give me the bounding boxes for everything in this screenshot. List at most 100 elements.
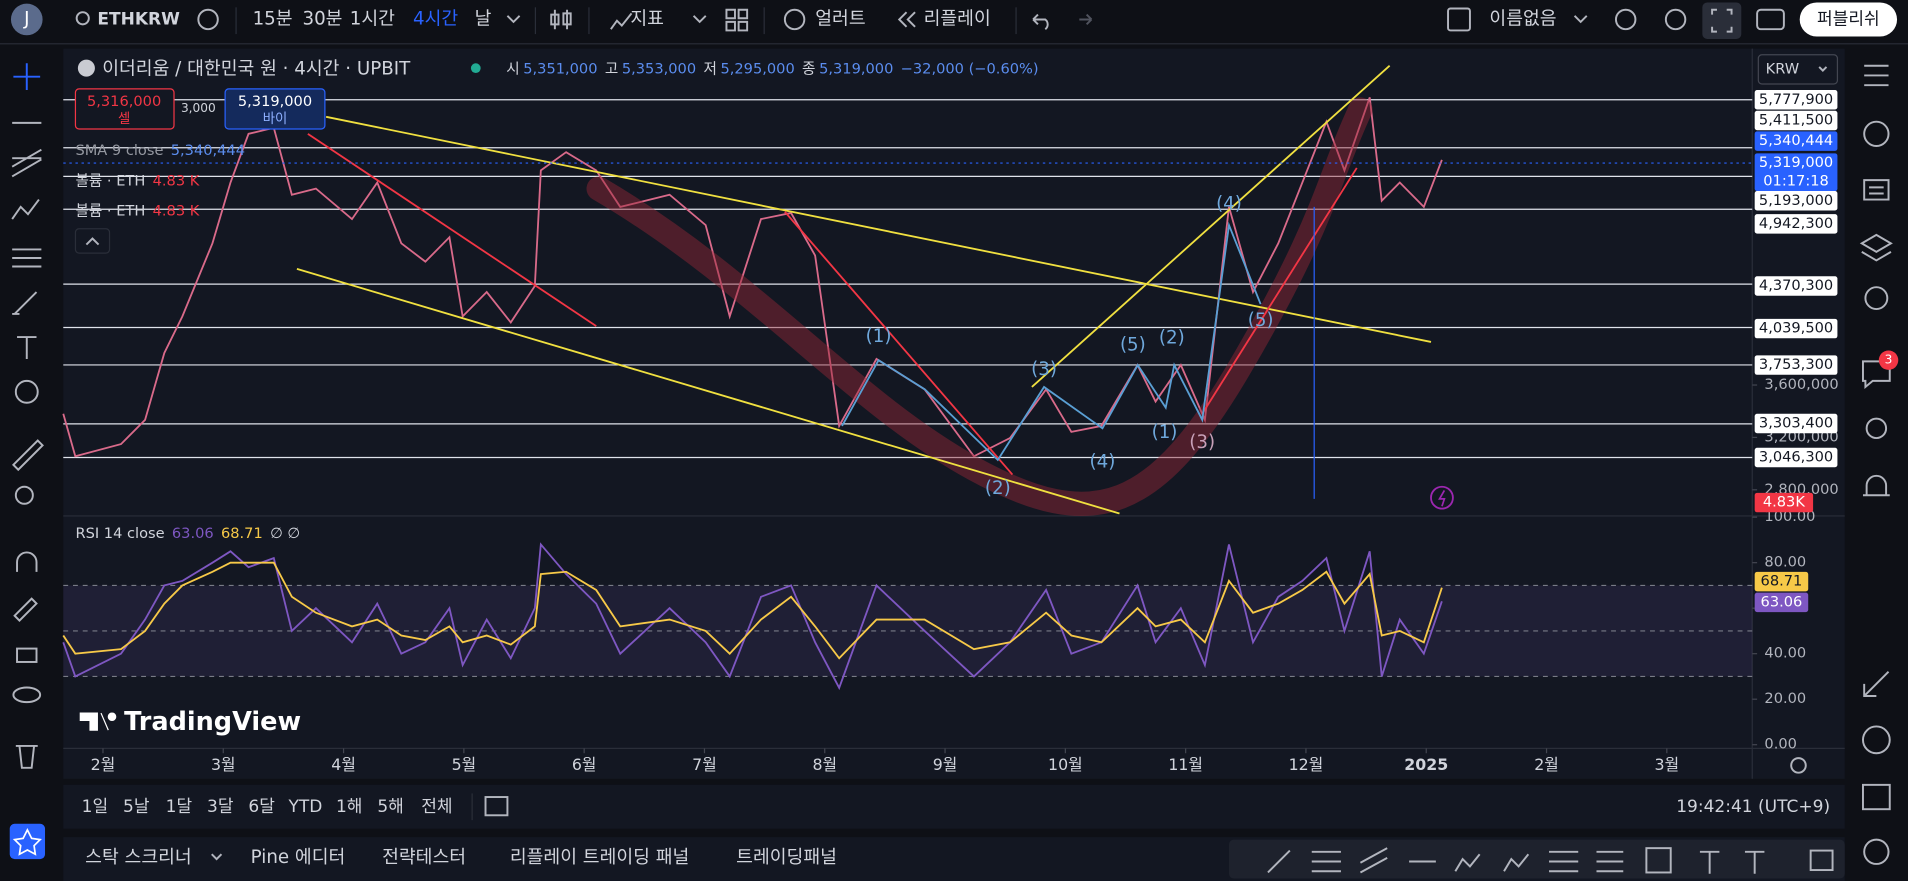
quick-search-icon[interactable]	[1614, 8, 1637, 31]
crosshair-tool[interactable]	[13, 63, 41, 91]
layout-name[interactable]: 이름없음	[1489, 8, 1556, 29]
tool[interactable]	[1311, 850, 1341, 873]
watchlist-icon[interactable]	[1864, 64, 1889, 87]
tool[interactable]	[1809, 849, 1834, 872]
buy-button[interactable]	[224, 88, 326, 130]
price-plot: 3,600,0003,200,0002,800,0005,777,9005,41…	[62, 90, 1839, 498]
tool[interactable]	[1549, 850, 1579, 873]
indicators-menu[interactable]	[692, 15, 707, 24]
trendline	[784, 211, 1014, 476]
news-icon[interactable]	[1863, 179, 1890, 201]
brush-tool[interactable]	[12, 291, 38, 315]
pattern-tool[interactable]	[11, 198, 40, 220]
clock[interactable]: 19:42:41 (UTC+9)	[1676, 797, 1830, 817]
range-button[interactable]: 3달	[207, 797, 234, 817]
wave-label: (1)	[866, 326, 892, 347]
tool[interactable]	[1359, 847, 1388, 874]
interval[interactable]: 1시간	[350, 8, 395, 29]
redo-icon[interactable]	[1079, 13, 1093, 26]
interval[interactable]: 날	[475, 8, 492, 29]
lock-tool[interactable]	[16, 647, 38, 663]
notifications-icon[interactable]	[1862, 474, 1890, 497]
interval-menu[interactable]	[506, 15, 521, 24]
x-tick-label: 5월	[452, 755, 477, 774]
indicators-label[interactable]: 지표	[630, 8, 664, 29]
settings-icon[interactable]	[1664, 8, 1687, 31]
range-button[interactable]: 전체	[421, 797, 452, 817]
axis-settings[interactable]	[1790, 757, 1807, 774]
layouts-icon[interactable]	[725, 8, 749, 32]
layout-menu[interactable]	[1573, 15, 1588, 24]
event-icon[interactable]	[1430, 485, 1454, 510]
sell-button[interactable]	[74, 88, 175, 130]
calendar-icon[interactable]	[1862, 783, 1891, 811]
tool[interactable]	[1267, 849, 1291, 874]
tool[interactable]	[1454, 853, 1481, 872]
layers-icon[interactable]	[1859, 233, 1893, 262]
favorites-button[interactable]	[9, 823, 46, 860]
symbol[interactable]: ETHKRW	[97, 9, 180, 29]
alerts-label[interactable]: 얼러트	[815, 8, 865, 29]
range-button[interactable]: 1일	[82, 797, 108, 817]
ruler-tool[interactable]	[12, 439, 44, 472]
goto-date-icon[interactable]	[484, 796, 509, 817]
range-button[interactable]: 1해	[336, 797, 362, 817]
layout-icon[interactable]	[1447, 7, 1471, 32]
magnet-tool[interactable]	[16, 551, 38, 572]
bottom-tab[interactable]: 트레이딩패널	[736, 847, 837, 868]
sell-price: 5,316,000	[87, 93, 161, 110]
zoom-tool[interactable]	[14, 485, 34, 505]
alert-icon[interactable]	[783, 8, 806, 31]
projection-tool[interactable]	[12, 248, 42, 268]
interval[interactable]: 4시간	[413, 8, 458, 29]
screener-menu[interactable]	[211, 853, 223, 861]
tool[interactable]	[1744, 850, 1765, 874]
bottom-tab[interactable]: 스탁 스크리너	[85, 847, 192, 868]
draw-lock-tool[interactable]	[13, 597, 38, 622]
snapshot-icon[interactable]	[1756, 8, 1785, 31]
stream-icon[interactable]	[1865, 417, 1888, 440]
interval[interactable]: 30분	[302, 8, 342, 29]
currency-selector[interactable]	[1757, 54, 1839, 85]
indicators-icon[interactable]	[610, 12, 633, 30]
fib-tool[interactable]	[11, 148, 42, 178]
range-button[interactable]: 5해	[377, 797, 403, 817]
range-button[interactable]: 5날	[123, 797, 150, 817]
compare-icon[interactable]	[197, 8, 219, 31]
range-button[interactable]: 6달	[248, 797, 275, 817]
order-quantity[interactable]: 3,000	[181, 101, 216, 115]
price-level-badge	[1754, 191, 1838, 211]
emoji-tool[interactable]	[14, 379, 39, 404]
collapse-legend[interactable]	[74, 228, 111, 254]
replay-label[interactable]: 리플레이	[924, 8, 991, 29]
price-level-badge	[1754, 413, 1838, 434]
search-icon[interactable]	[75, 11, 90, 26]
bottom-tab[interactable]: 전략테스터	[382, 847, 466, 868]
publish-button[interactable]	[1799, 2, 1898, 37]
y-tick-label: 80.00	[1764, 554, 1806, 571]
hide-tool[interactable]	[12, 686, 42, 704]
drawing-icon[interactable]	[1863, 671, 1890, 698]
text-tool[interactable]	[17, 336, 37, 359]
undo-icon[interactable]	[1032, 13, 1049, 30]
fullscreen-button[interactable]	[1702, 2, 1742, 39]
tool[interactable]	[1596, 850, 1624, 873]
bottom-tab[interactable]: 리플레이 트레이딩 패널	[510, 847, 690, 868]
wave-path	[841, 221, 1262, 462]
tool[interactable]	[1503, 853, 1530, 872]
target-icon[interactable]	[1862, 725, 1891, 755]
trash-tool[interactable]	[15, 744, 38, 769]
tool[interactable]	[1645, 847, 1672, 874]
interval[interactable]: 15분	[253, 8, 293, 29]
avatar[interactable]	[10, 3, 43, 36]
replay-icon[interactable]	[897, 11, 916, 28]
chart-type-icon[interactable]	[550, 9, 572, 30]
alerts-panel-icon[interactable]	[1863, 120, 1890, 147]
help-icon[interactable]	[1863, 838, 1890, 865]
ideas-icon[interactable]	[1864, 286, 1889, 311]
range-button[interactable]: 1달	[166, 797, 193, 817]
tool[interactable]	[1699, 850, 1720, 874]
bottom-tab[interactable]: Pine 에디터	[251, 847, 346, 868]
range-button[interactable]: YTD	[287, 797, 322, 817]
